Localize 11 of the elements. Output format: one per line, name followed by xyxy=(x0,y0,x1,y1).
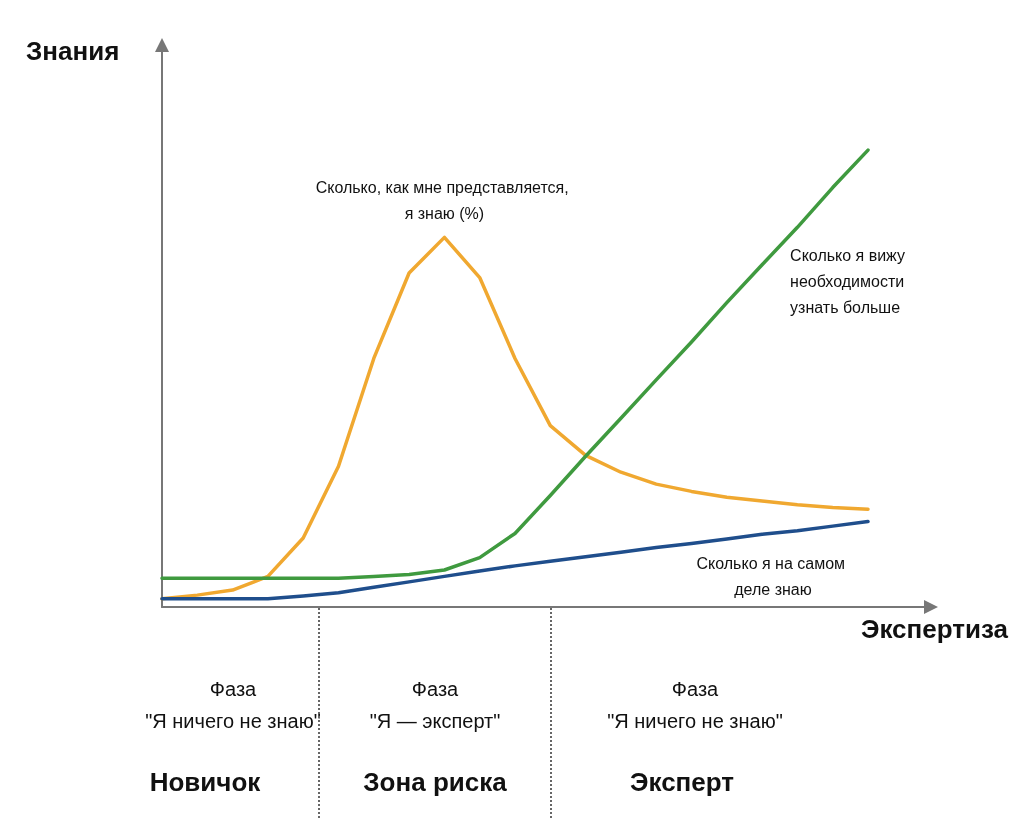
x-axis-title: Экспертиза xyxy=(860,614,1009,644)
text: Эксперт xyxy=(629,767,735,797)
text: Новичок xyxy=(149,767,262,797)
text: Сколько, как мне представляется, я знаю (%) xyxy=(315,178,574,222)
series-label: Сколько я на самом деле знаю xyxy=(696,555,850,599)
text: Зона риска xyxy=(363,767,508,797)
text: Фаза "Я ничего не знаю" xyxy=(145,678,321,732)
text: Фаза "Я ничего не знаю" xyxy=(607,678,783,732)
series-label: Сколько я вижу необходимости узнать больше xyxy=(790,247,906,317)
y-axis-title: Знания xyxy=(26,36,120,66)
text: Фаза "Я — эксперт" xyxy=(369,678,501,732)
